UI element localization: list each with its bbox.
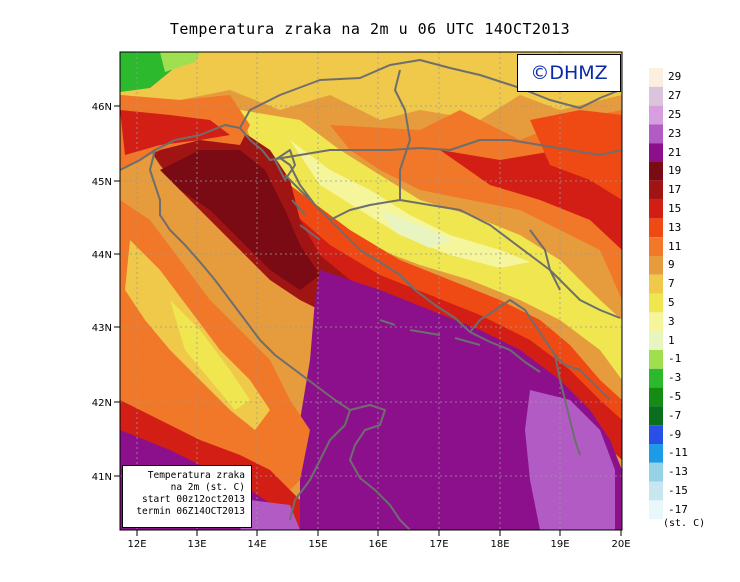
legend-swatch: [649, 387, 663, 407]
legend-label: -1: [668, 352, 682, 366]
axis-ticks: [114, 105, 622, 536]
legend-swatch: [649, 462, 663, 482]
legend-swatch: [649, 124, 663, 144]
legend-label: 27: [668, 89, 682, 103]
legend-swatch: [649, 199, 663, 219]
info-line: termin 06Z14OCT2013: [136, 506, 245, 517]
legend-swatch: [649, 162, 663, 181]
legend-label: 13: [668, 220, 682, 234]
legend-label: -13: [668, 465, 688, 479]
legend-label: 7: [668, 277, 675, 291]
coastlines-borders: [120, 59, 622, 530]
legend-label: 1: [668, 333, 675, 347]
legend-label: 29: [668, 70, 682, 84]
info-box: Temperatura zraka na 2m (st. C) start 00…: [122, 465, 252, 528]
legend-label: 15: [668, 202, 682, 215]
lat-label: 41N: [92, 472, 112, 483]
legend-swatch: [649, 425, 663, 444]
map-frame: [119, 51, 623, 531]
legend-label: 25: [668, 108, 682, 121]
legend-label: -11: [668, 446, 688, 460]
latitude-labels: 41N 42N 43N 44N 45N 46N: [92, 102, 112, 483]
legend-swatch: [649, 312, 663, 332]
lon-label: 18E: [490, 539, 509, 550]
legend-swatch: [649, 274, 663, 294]
legend-swatch: [649, 180, 663, 200]
lon-label: 12E: [127, 539, 146, 550]
legend-label: 23: [668, 126, 682, 140]
legend-label: -5: [668, 390, 682, 403]
legend-swatch: [649, 86, 663, 106]
legend-label: 19: [668, 164, 682, 178]
info-line: na 2m (st. C): [170, 482, 245, 493]
legend-label: 11: [668, 239, 682, 253]
lat-label: 42N: [92, 398, 112, 409]
legend-unit: (st. C): [663, 518, 706, 529]
temperature-field: [120, 52, 622, 530]
legend-label: -15: [668, 484, 688, 497]
legend-swatch: [649, 500, 663, 520]
lon-label: 17E: [429, 539, 448, 550]
legend-swatch: [649, 105, 663, 125]
legend-swatch: [649, 331, 663, 350]
info-line: Temperatura zraka: [147, 470, 245, 481]
legend-label: 5: [668, 296, 675, 309]
lon-label: 13E: [187, 539, 206, 550]
legend-label: 21: [668, 145, 682, 159]
graticule: [120, 52, 622, 530]
dhmz-logo: ©DHMZ: [517, 54, 621, 92]
legend-swatch: [649, 368, 663, 388]
legend-label: -7: [668, 408, 682, 422]
map-title: Temperatura zraka na 2m u 06 UTC 14OCT20…: [169, 20, 571, 38]
legend-label: 9: [668, 258, 675, 272]
legend-swatch: [649, 481, 663, 501]
lon-label: 16E: [368, 539, 387, 550]
legend-label: -17: [668, 502, 688, 516]
lat-label: 43N: [92, 323, 112, 334]
legend-label: -9: [668, 427, 682, 441]
lat-label: 46N: [92, 102, 112, 113]
legend-swatch: [649, 218, 663, 238]
legend-swatch: [649, 350, 663, 369]
info-line: start 00z12oct2013: [142, 494, 245, 505]
legend-swatch: [649, 444, 663, 463]
legend-swatch: [649, 293, 663, 313]
lon-label: 14E: [247, 539, 266, 550]
lon-label: 20E: [611, 539, 630, 550]
legend-swatch: [649, 256, 663, 275]
lon-label: 19E: [550, 539, 569, 550]
longitude-labels: 12E 13E 14E 15E 16E 17E 18E 19E 20E: [127, 539, 630, 550]
legend-swatch: [649, 143, 663, 162]
lat-label: 44N: [92, 250, 112, 261]
lon-label: 15E: [308, 539, 327, 550]
legend-label: 17: [668, 183, 682, 197]
legend-swatch: [649, 237, 663, 256]
legend-label: 3: [668, 314, 675, 328]
color-legend: [649, 68, 663, 520]
legend-swatch: [649, 68, 663, 87]
legend-swatch: [649, 406, 663, 426]
legend-label: -3: [668, 371, 682, 385]
lat-label: 45N: [92, 177, 112, 188]
